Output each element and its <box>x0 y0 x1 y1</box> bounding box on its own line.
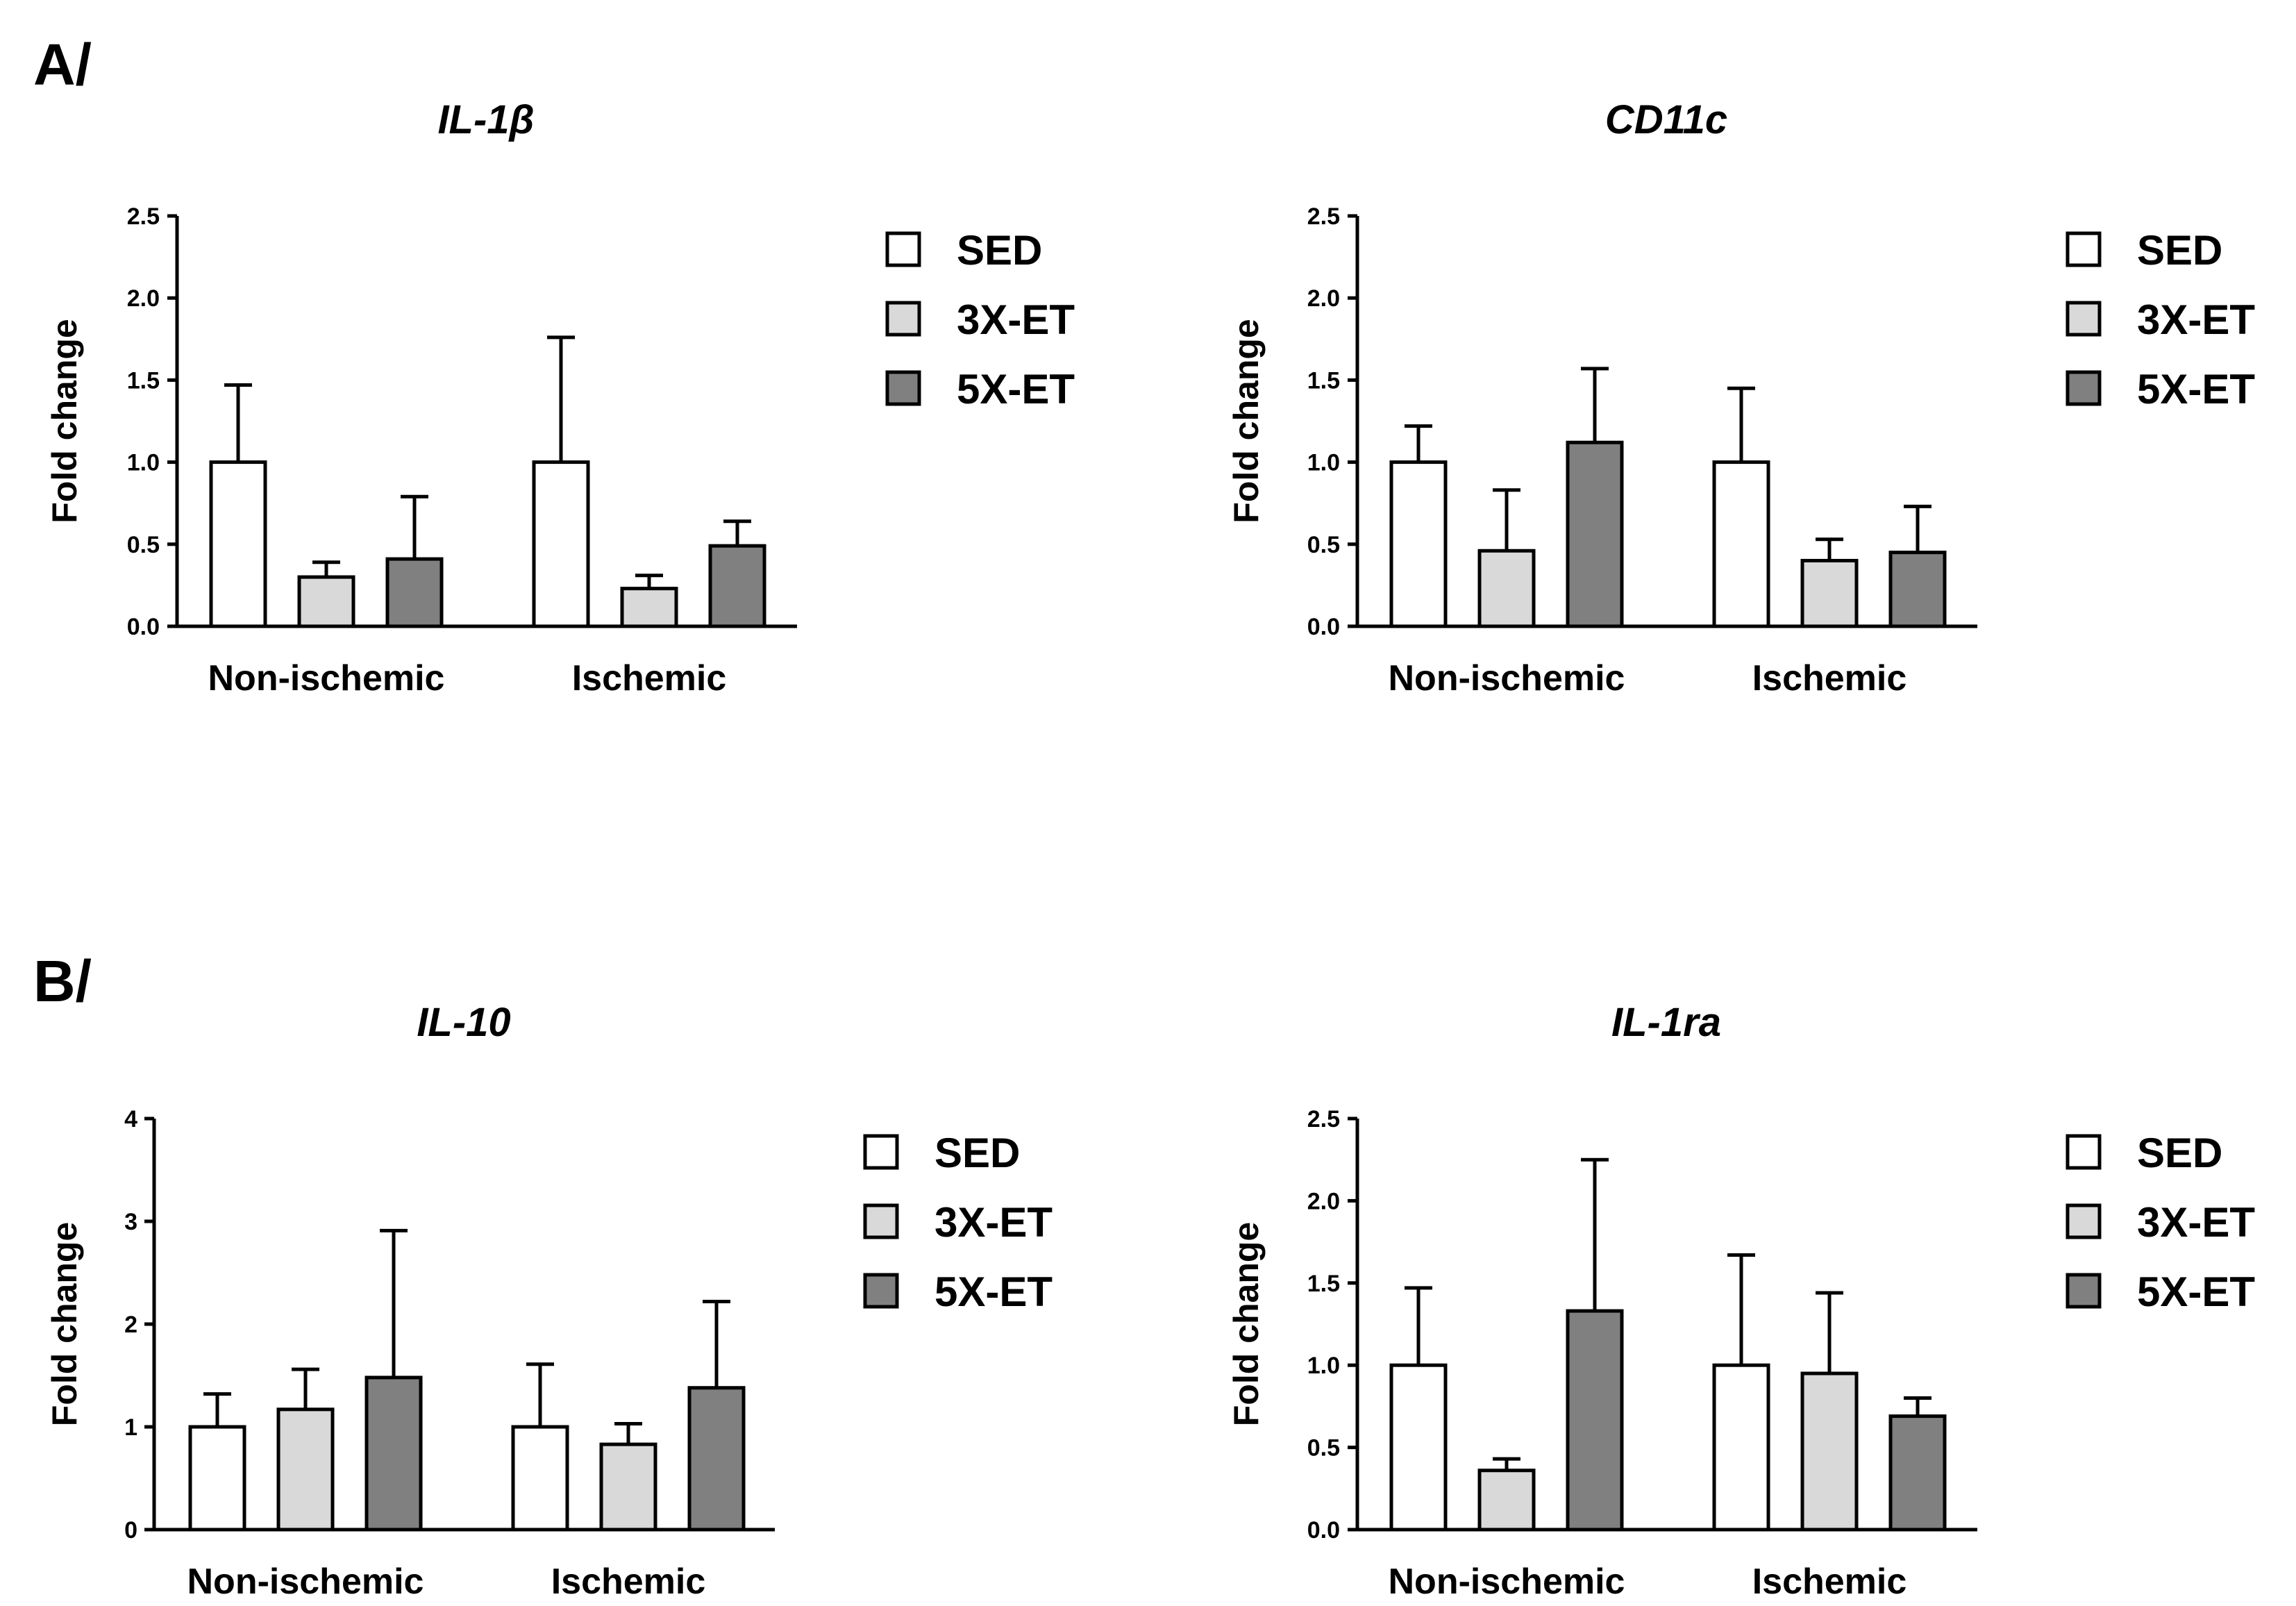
x-category-label: Non-ischemic <box>1389 1562 1625 1602</box>
y-tick-label: 1.5 <box>1307 367 1340 394</box>
bar-3x-et-ischemic <box>1800 558 1859 628</box>
y-axis-label: Fold change <box>1227 319 1266 523</box>
y-tick-label: 1.5 <box>127 367 160 394</box>
charts: IL-1β Fold change 0.0 0.5 1.0 1.5 2.0 2.5 Non-is… <box>45 97 2255 1602</box>
legend-swatch-3x-et <box>2065 301 2102 337</box>
legend-swatch-sed <box>2065 231 2102 267</box>
x-category-label: Non-ischemic <box>1389 658 1625 699</box>
y-tick-label: 1.0 <box>1307 450 1340 476</box>
chart-4: IL-1ra Fold change 0.0 0.5 1.0 1.5 2.0 2.5 Non-i… <box>1227 1000 2255 1602</box>
y-tick-label: 1.0 <box>1307 1353 1340 1379</box>
y-tick-label: 2.0 <box>1307 285 1340 312</box>
bar-5x-et-non-ischemic <box>1566 440 1624 628</box>
chart-title: IL-1β <box>437 97 534 142</box>
y-tick-label: 1.0 <box>127 450 160 476</box>
legend-swatch-5x-et <box>2065 1273 2102 1309</box>
bar-sed-non-ischemic <box>1389 460 1448 628</box>
bar-5x-et-non-ischemic <box>364 1375 423 1532</box>
x-category-label: Non-ischemic <box>187 1562 424 1602</box>
y-tick-label: 2 <box>124 1312 137 1338</box>
legend-label-5x-et: 5X-ET <box>2137 1269 2255 1315</box>
legend-label-5x-et: 5X-ET <box>935 1269 1053 1315</box>
chart-3: IL-10 Fold change 0 1 2 3 4 Non-ischemic Ischemi… <box>45 1000 1053 1602</box>
bar-5x-et-ischemic <box>1888 1414 1947 1532</box>
legend-swatch-3x-et <box>2065 1203 2102 1239</box>
y-tick-label: 0.0 <box>1307 614 1340 640</box>
bar-3x-et-non-ischemic <box>276 1407 335 1532</box>
legend-label-sed: SED <box>935 1130 1020 1176</box>
legend-swatch-5x-et <box>863 1273 899 1309</box>
bar-sed-ischemic <box>1712 460 1770 628</box>
legend-label-3x-et: 3X-ET <box>935 1199 1053 1246</box>
panel-label-b: B/ <box>33 948 92 1014</box>
legend-label-sed: SED <box>2137 1130 2222 1176</box>
legend-label-3x-et: 3X-ET <box>957 296 1075 343</box>
legend-label-5x-et: 5X-ET <box>957 366 1075 412</box>
chart-2: CD11c Fold change 0.0 0.5 1.0 1.5 2.0 2.5 Non-is… <box>1227 97 2255 699</box>
y-tick-label: 4 <box>124 1106 137 1132</box>
bar-3x-et-non-ischemic <box>297 575 355 628</box>
y-tick-label: 2.0 <box>127 285 160 312</box>
bar-sed-ischemic <box>511 1425 569 1532</box>
legend-label-3x-et: 3X-ET <box>2137 296 2255 343</box>
bar-5x-et-non-ischemic <box>385 557 444 628</box>
chart-title: IL-1ra <box>1611 1000 1721 1045</box>
legend-swatch-3x-et <box>885 301 921 337</box>
bar-sed-ischemic <box>532 460 590 628</box>
x-category-label: Ischemic <box>1752 658 1907 699</box>
y-tick-label: 2.5 <box>127 203 160 230</box>
panel-label-a: A/ <box>33 32 92 97</box>
bar-3x-et-non-ischemic <box>1477 1469 1536 1532</box>
bar-sed-non-ischemic <box>1389 1363 1448 1532</box>
bar-3x-et-ischemic <box>599 1442 657 1532</box>
legend-swatch-5x-et <box>2065 370 2102 406</box>
chart-title: CD11c <box>1605 97 1727 142</box>
bar-5x-et-ischemic <box>687 1386 746 1532</box>
y-tick-label: 2.5 <box>1307 203 1340 230</box>
y-tick-label: 3 <box>124 1209 137 1235</box>
chart-1: IL-1β Fold change 0.0 0.5 1.0 1.5 2.0 2.5 Non-is… <box>45 97 1075 699</box>
legend-label-3x-et: 3X-ET <box>2137 1199 2255 1246</box>
legend-label-sed: SED <box>957 227 1042 274</box>
bar-5x-et-ischemic <box>1888 551 1947 628</box>
bar-sed-ischemic <box>1712 1363 1770 1532</box>
legend-swatch-5x-et <box>885 370 921 406</box>
y-axis-label: Fold change <box>45 1222 84 1426</box>
x-category-label: Non-ischemic <box>208 658 445 699</box>
chart-title: IL-10 <box>417 1000 510 1045</box>
y-tick-label: 0.0 <box>1307 1517 1340 1544</box>
y-tick-label: 0.5 <box>127 532 160 558</box>
y-tick-label: 1.5 <box>1307 1271 1340 1297</box>
legend-label-5x-et: 5X-ET <box>2137 366 2255 412</box>
legend-swatch-3x-et <box>863 1203 899 1239</box>
legend-swatch-sed <box>885 231 921 267</box>
bar-5x-et-non-ischemic <box>1566 1309 1624 1532</box>
bar-5x-et-ischemic <box>708 544 766 628</box>
y-tick-label: 2.0 <box>1307 1188 1340 1214</box>
y-axis-label: Fold change <box>45 319 84 523</box>
bar-3x-et-non-ischemic <box>1477 549 1536 628</box>
y-axis-label: Fold change <box>1227 1222 1266 1426</box>
x-category-label: Ischemic <box>1752 1562 1907 1602</box>
bar-sed-non-ischemic <box>209 460 267 628</box>
bar-sed-non-ischemic <box>188 1425 246 1532</box>
y-tick-label: 0.5 <box>1307 532 1340 558</box>
legend-swatch-sed <box>2065 1134 2102 1170</box>
x-category-label: Ischemic <box>551 1562 706 1602</box>
bar-3x-et-ischemic <box>620 587 678 628</box>
y-tick-label: 0.0 <box>127 614 160 640</box>
bar-3x-et-ischemic <box>1800 1371 1859 1532</box>
x-category-label: Ischemic <box>572 658 727 699</box>
legend-label-sed: SED <box>2137 227 2222 274</box>
legend-swatch-sed <box>863 1134 899 1170</box>
y-tick-label: 1 <box>124 1414 137 1441</box>
y-tick-label: 0.5 <box>1307 1435 1340 1462</box>
y-tick-label: 2.5 <box>1307 1106 1340 1132</box>
y-tick-label: 0 <box>124 1517 137 1544</box>
